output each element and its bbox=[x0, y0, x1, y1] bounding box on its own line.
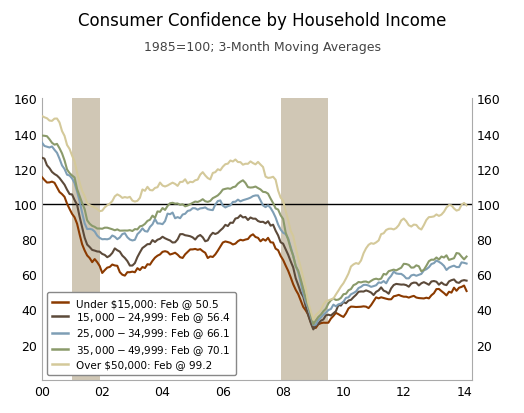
Text: 1985=100; 3-Month Moving Averages: 1985=100; 3-Month Moving Averages bbox=[144, 41, 380, 54]
Text: Consumer Confidence by Household Income: Consumer Confidence by Household Income bbox=[78, 12, 446, 30]
Bar bbox=[72, 99, 100, 380]
Bar bbox=[281, 99, 329, 380]
Legend: Under $15,000: Feb @ 50.5, $15,000-$24,999: Feb @ 56.4, $25,000-$34,999: Feb @ 6: Under $15,000: Feb @ 50.5, $15,000-$24,9… bbox=[47, 293, 236, 375]
